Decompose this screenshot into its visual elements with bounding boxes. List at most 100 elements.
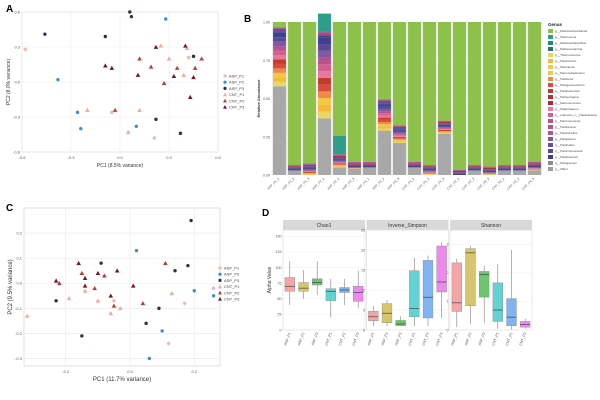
legend-B-label: g__Natronococcus [555, 101, 581, 105]
bar-B-genus-segment [378, 103, 391, 105]
legend-A-label: ASP_P1 [229, 74, 245, 79]
bar-B-genus-main [468, 22, 481, 166]
bar-B-genus-segment [513, 169, 526, 171]
bar-B-genus-main [333, 22, 346, 136]
legend-A-label: CNT_P2 [229, 98, 245, 103]
legend-B-label: g__Haloferax [555, 77, 574, 81]
bar-B-genus-segment [273, 59, 286, 64]
bar-B-genus-segment [438, 130, 451, 132]
plot-B-x-tick: ASP_P1_3 [296, 177, 310, 191]
point-C-ASP_P1 [182, 301, 187, 306]
bar-B-genus-segment [303, 172, 316, 173]
bar-B-genus-segment [438, 129, 451, 130]
legend-B-label: g__Methanobrevibacter [555, 29, 588, 33]
legend-B-label: g__Halogranum [555, 161, 577, 165]
point-A-CNT_P2 [174, 65, 180, 70]
bar-B-genus-segment [363, 166, 376, 168]
plot-B-x-tick: ASP_P1_2 [281, 177, 295, 191]
bar-B-genus-segment [318, 50, 331, 58]
facet-y-tick: 100 [276, 266, 282, 270]
point-C-CNT_P3 [53, 278, 59, 283]
panel-label-b: B [244, 14, 252, 25]
bar-B-genus-segment [378, 113, 391, 116]
legend-B-label: g__Haloplanus [555, 137, 576, 141]
plot-B-x-tick: ASP_P3_1 [356, 177, 370, 191]
plot-B-x-tick: CNT_P3_3 [521, 177, 535, 191]
bar-B-genus-segment [333, 162, 346, 163]
bar-B-genus-segment [528, 166, 541, 168]
point-A-CNT_P2 [199, 56, 204, 61]
plot-B-x-tick: ASP_P2_1 [311, 177, 325, 191]
legend-A-key [223, 74, 227, 78]
point-A-ASP_P2 [164, 17, 168, 21]
bar-B-genus-segment [393, 125, 406, 127]
plot-C-y-tick: -0.2 [15, 331, 23, 336]
bar-B-genus-segment [303, 170, 316, 171]
facet-y-tick: 1 [447, 300, 449, 304]
bar-B-genus-segment [378, 108, 391, 112]
legend-B-label: g__Other [555, 167, 568, 171]
point-A-CNT_P3 [183, 43, 188, 48]
point-C-CNT_P2 [163, 260, 168, 266]
facet-x-tick: CNT_P2 [338, 332, 346, 346]
bar-B-genus-segment [348, 161, 361, 164]
bar-B-other [288, 170, 301, 175]
bar-B-genus-segment [333, 135, 346, 155]
legend-B-label: g__Halolamina [555, 125, 576, 129]
facet-y-tick: 2 [447, 271, 449, 275]
legend-B-key [548, 59, 553, 63]
point-A-ASP_P3 [178, 131, 183, 136]
facet-y-tick: 15 [361, 268, 365, 272]
box-Inverse_Simpson-ASP_P1 [368, 311, 379, 322]
point-A-ASP_P3 [43, 32, 47, 36]
plot-B-x-tick: CNT_P2_1 [446, 177, 460, 191]
legend-B-key [548, 95, 553, 99]
bar-B-genus-segment [273, 41, 286, 47]
bar-B-genus-segment [273, 31, 286, 33]
plot-A-x-label: PC1 (8.5% variance) [97, 163, 143, 169]
bar-B-genus-segment [378, 119, 391, 122]
legend-B-label: g__Haloterrigena [555, 95, 579, 99]
bar-B-genus-main [483, 22, 496, 167]
legend-B-key [548, 41, 553, 45]
point-A-ASP_P1 [110, 110, 114, 115]
plot-B-y-tick: 0.25 [263, 135, 270, 139]
point-C-CNT_P3 [130, 283, 136, 288]
legend-B-label: g__Halobaculum [555, 155, 579, 159]
plot-A-y-tick: -0.6 [13, 150, 21, 155]
bar-B-genus-segment [363, 163, 376, 165]
bar-B-genus-main [498, 22, 511, 166]
plot-C-y-label: PC2 (9.5% variance) [8, 259, 14, 314]
facet-y-tick: 0 [363, 328, 365, 332]
bar-B-genus-segment [408, 161, 421, 164]
bar-B-genus-segment [393, 136, 406, 138]
bar-B-other [408, 167, 421, 175]
legend-B-label: g__Halomicroarcula [555, 149, 583, 153]
bar-B-genus-segment [498, 169, 511, 171]
bar-B-genus-main [363, 22, 376, 162]
legend-B-label: g__Halococcus [555, 35, 577, 39]
bar-B-genus-segment [303, 171, 316, 172]
bar-B-genus-segment [393, 141, 406, 143]
plot-A-y-tick: 0.0 [14, 80, 20, 85]
facet-x-tick: CNT_P3 [352, 332, 360, 346]
plot-C-x-label: PC1 (11.7% variance) [93, 377, 151, 383]
legend-A-label: CNT_P3 [229, 105, 245, 110]
point-C-ASP_P3 [99, 261, 103, 265]
box-Shannon-ASP_P2 [465, 248, 476, 306]
legend-B-key [548, 125, 553, 129]
box-Chao1-CNT_P3 [353, 286, 364, 302]
bar-B-genus-segment [288, 165, 301, 167]
legend-B-label: g__Halorubellus [555, 131, 578, 135]
point-C-ASP_P1 [112, 299, 116, 303]
point-A-ASP_P3 [191, 54, 196, 59]
plot-B-x-tick: CNT_P1_1 [401, 177, 415, 191]
panel-label-d: D [262, 208, 270, 219]
plot-A-y-tick: -0.3 [13, 115, 21, 120]
facet-y-tick: 75 [278, 281, 282, 285]
legend-B-label: g__Methanosarcina [555, 47, 582, 51]
point-C-ASP_P2 [192, 289, 196, 293]
bar-B-genus-segment [498, 165, 511, 167]
point-C-CNT_P1 [118, 306, 123, 311]
bar-B-genus-segment [318, 34, 331, 36]
